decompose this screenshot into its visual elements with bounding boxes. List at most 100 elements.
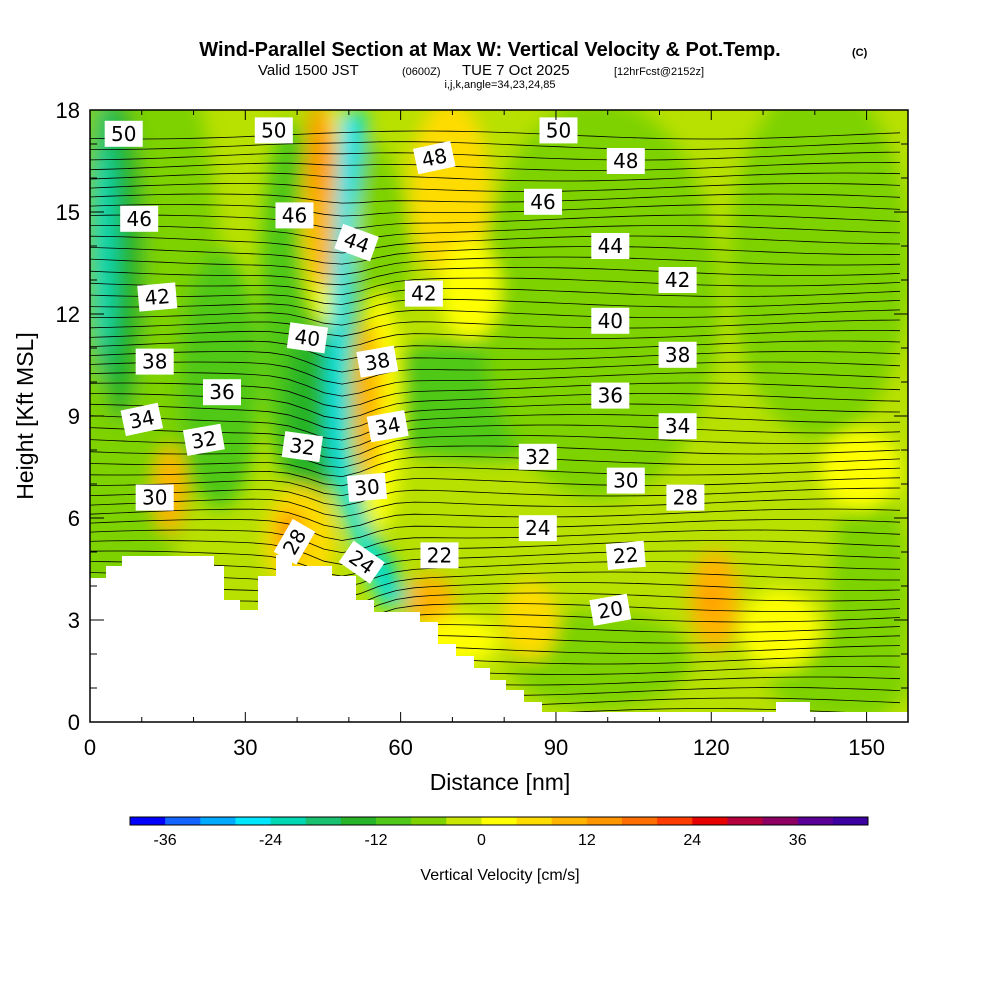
velocity-region — [702, 586, 718, 614]
contour-label-text: 42 — [411, 282, 436, 306]
velocity-region — [730, 110, 908, 440]
contour-label-box — [404, 280, 443, 307]
contour-label-box — [518, 443, 557, 470]
x-tick-label: 60 — [388, 735, 412, 760]
contour-label: 34 — [120, 402, 164, 437]
contour-label-text: 44 — [598, 234, 623, 258]
contour-label-text: 30 — [613, 469, 638, 493]
contour-label-text: 42 — [665, 268, 690, 292]
contour-label-text: 20 — [596, 596, 625, 624]
colorbar-bin — [235, 817, 271, 825]
y-axis-label: Height [Kft MSL] — [12, 332, 38, 499]
contour-label-box — [346, 472, 388, 503]
contour-label: 38 — [135, 348, 174, 375]
contour-label: 40 — [286, 322, 329, 354]
x-tick-label: 150 — [848, 735, 885, 760]
contour-label-text: 22 — [427, 543, 452, 567]
contour-label-box — [120, 205, 159, 232]
contour-label-text: 32 — [189, 426, 218, 454]
contour-label-box — [413, 140, 456, 175]
contour-label: 46 — [524, 188, 562, 215]
theta-contour — [90, 162, 901, 171]
contour-label-text: 38 — [665, 343, 690, 367]
contour-label: 50 — [539, 117, 578, 144]
contour-label-box — [334, 223, 379, 262]
theta-contour — [90, 403, 901, 431]
contour-label: 38 — [658, 341, 697, 368]
contour-label: 50 — [104, 120, 143, 147]
theta-contour — [90, 445, 901, 469]
contour-label-box — [591, 382, 630, 409]
contour-label: 32 — [281, 431, 323, 463]
theta-contour — [90, 456, 901, 478]
theta-contour — [90, 508, 901, 529]
contour-label: 36 — [203, 379, 241, 406]
contour-label-text: 50 — [261, 118, 286, 142]
theta-contour — [90, 172, 901, 182]
colorbar — [129, 816, 869, 826]
velocity-region — [502, 580, 558, 660]
contour-label-box — [281, 431, 323, 463]
theta-contour — [90, 561, 901, 588]
subtitle-utc: (0600Z) — [402, 66, 441, 78]
colorbar-tick-label: 24 — [683, 832, 701, 849]
theta-contour — [90, 183, 901, 192]
chart-title: Wind-Parallel Section at Max W: Vertical… — [199, 39, 780, 61]
contour-label-text: 28 — [673, 486, 698, 510]
velocity-region — [820, 430, 900, 510]
x-tick-label: 120 — [693, 735, 730, 760]
theta-contour — [90, 477, 901, 497]
theta-contour — [90, 235, 901, 254]
contour-label: 38 — [356, 345, 399, 378]
colorbar-bin — [305, 817, 342, 825]
colorbar-bin — [516, 817, 553, 825]
y-tick-label: 12 — [56, 302, 80, 327]
contour-label: 46 — [275, 202, 314, 229]
contour-label-box — [591, 307, 630, 334]
theta-contour — [90, 204, 901, 217]
theta-contour — [90, 141, 901, 150]
contour-label-text: 48 — [613, 149, 638, 173]
contour-label-box — [589, 593, 632, 626]
theta-contour — [90, 361, 901, 385]
terrain-mask — [90, 555, 908, 722]
subtitle-date: TUE 7 Oct 2025 — [462, 62, 570, 79]
contour-label: 48 — [413, 140, 456, 175]
theta-contour — [90, 730, 900, 756]
contour-label: 50 — [254, 117, 293, 144]
contour-label-text: 32 — [525, 445, 550, 469]
contour-label-box — [182, 423, 225, 456]
x-tick-label: 30 — [233, 735, 257, 760]
colorbar-bin — [832, 817, 869, 825]
colorbar-bin — [797, 817, 834, 825]
contour-label-text: 38 — [142, 350, 167, 374]
contour-label-text: 46 — [282, 203, 307, 227]
colorbar-tick-label: 12 — [578, 832, 596, 849]
theta-contour — [90, 225, 901, 242]
theta-contour — [90, 130, 901, 140]
contour-label: 22 — [420, 542, 459, 569]
contour-label-box — [275, 202, 314, 229]
colorbar-bin — [622, 817, 658, 825]
title-copyright-mark: (C) — [852, 47, 868, 59]
contour-label-box — [539, 117, 578, 144]
colorbar-label: Vertical Velocity [cm/s] — [420, 867, 579, 884]
contour-label-box — [338, 540, 385, 584]
theta-contour — [90, 414, 901, 441]
contour-label: 30 — [346, 472, 388, 503]
contour-label-box — [273, 518, 316, 565]
theta-contour — [90, 571, 900, 599]
contour-label: 22 — [605, 540, 646, 571]
colorbar-bin — [657, 817, 693, 825]
x-axis-ticks: 0 30 60 90 120 150 — [84, 110, 885, 760]
contour-label-text: 48 — [419, 143, 449, 172]
theta-contour — [90, 487, 901, 507]
subtitle-ijk: i,j,k,angle=34,23,24,85 — [444, 79, 555, 91]
contour-label: 42 — [137, 282, 178, 312]
contour-label-text: 38 — [363, 348, 392, 376]
colorbar-bin — [376, 817, 412, 825]
theta-contour — [90, 435, 901, 460]
contour-label: 40 — [591, 307, 630, 334]
